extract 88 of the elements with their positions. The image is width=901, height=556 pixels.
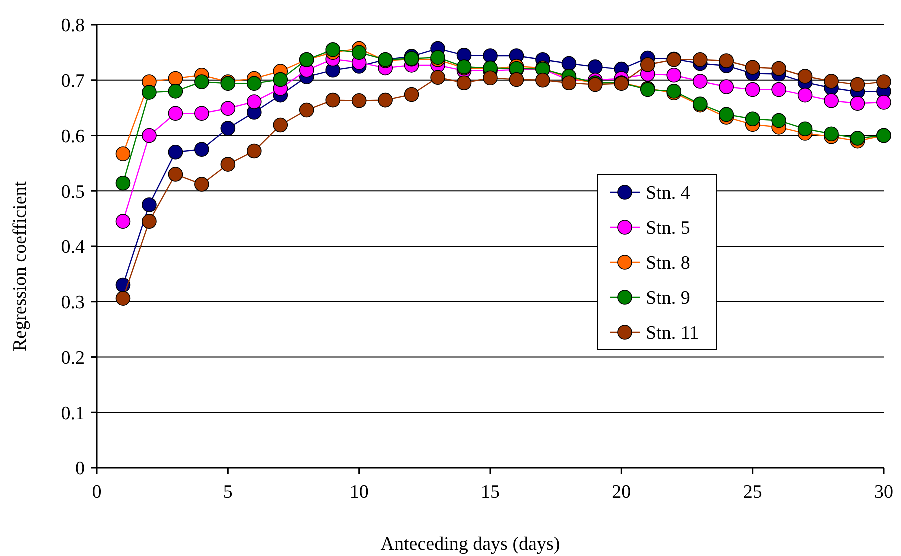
- point: [247, 76, 262, 92]
- point: [456, 76, 472, 91]
- point: [876, 74, 892, 90]
- x-tick-label: 15: [481, 482, 500, 503]
- point: [299, 102, 314, 118]
- point: [273, 118, 288, 133]
- point: [536, 72, 550, 88]
- point: [378, 92, 393, 108]
- point: [404, 87, 420, 102]
- point: [326, 92, 340, 108]
- x-tick-label: 30: [874, 482, 894, 503]
- y-tick-label: 0.8: [61, 16, 85, 37]
- point: [719, 80, 734, 94]
- point: [352, 93, 367, 108]
- point: [116, 214, 131, 229]
- legend-label: Stn. 8: [646, 253, 690, 274]
- point: [168, 144, 184, 160]
- point: [876, 95, 892, 110]
- point: [719, 54, 734, 68]
- point: [824, 93, 839, 108]
- point: [220, 157, 236, 172]
- point: [116, 146, 131, 162]
- point: [220, 121, 236, 136]
- point: [116, 291, 131, 306]
- point: [168, 167, 184, 182]
- legend-label: Stn. 5: [646, 218, 690, 240]
- point: [745, 112, 760, 127]
- point: [273, 72, 288, 88]
- point: [168, 71, 184, 86]
- point: [692, 52, 708, 68]
- point: [798, 122, 813, 137]
- point: [850, 77, 866, 92]
- point: [824, 126, 839, 142]
- point: [824, 74, 839, 89]
- point: [772, 82, 786, 98]
- x-tick-label: 25: [743, 482, 762, 503]
- point: [168, 106, 184, 121]
- x-tick-label: 0: [92, 482, 102, 503]
- y-tick-label: 0: [76, 458, 85, 480]
- legend-label: Stn. 4: [646, 183, 691, 204]
- point: [194, 106, 210, 121]
- point: [168, 84, 184, 99]
- x-tick-label: 20: [612, 482, 632, 503]
- x-tick-label: 10: [350, 482, 369, 503]
- point: [247, 144, 262, 159]
- point: [220, 101, 236, 116]
- point: [116, 176, 131, 191]
- point: [692, 74, 708, 89]
- x-axis-title: Anteceding days (days): [380, 534, 560, 555]
- y-axis-title: Regression coefficient: [10, 180, 31, 352]
- y-tick-label: 0.7: [61, 71, 85, 92]
- point: [352, 45, 367, 60]
- point: [194, 177, 210, 192]
- point: [142, 128, 157, 144]
- point: [194, 142, 210, 157]
- x-tick-label: 5: [223, 482, 233, 503]
- point: [247, 94, 262, 110]
- legend-label: Stn. 9: [646, 288, 690, 310]
- point: [509, 72, 524, 88]
- point: [194, 74, 210, 90]
- y-tick-label: 0.1: [61, 403, 85, 424]
- y-tick-label: 0.5: [61, 182, 85, 203]
- point: [142, 85, 157, 100]
- point: [745, 82, 760, 98]
- y-tick-label: 0.2: [61, 348, 85, 369]
- point: [562, 56, 577, 72]
- point: [430, 70, 446, 86]
- legend-label: Stn. 11: [646, 323, 700, 344]
- point: [483, 70, 498, 86]
- point: [772, 113, 786, 128]
- y-tick-label: 0.3: [61, 292, 85, 314]
- point: [588, 60, 603, 74]
- point: [850, 131, 866, 146]
- point: [326, 42, 340, 58]
- point: [640, 57, 656, 72]
- point: [798, 88, 813, 103]
- point: [142, 214, 157, 229]
- point: [142, 198, 157, 212]
- point: [798, 69, 813, 84]
- point: [745, 60, 760, 76]
- point: [719, 107, 734, 122]
- y-tick-label: 0.6: [61, 126, 85, 148]
- point: [772, 61, 786, 76]
- point: [666, 68, 682, 83]
- point: [562, 76, 577, 91]
- point: [483, 48, 498, 64]
- y-tick-label: 0.4: [61, 237, 86, 258]
- point: [850, 96, 866, 112]
